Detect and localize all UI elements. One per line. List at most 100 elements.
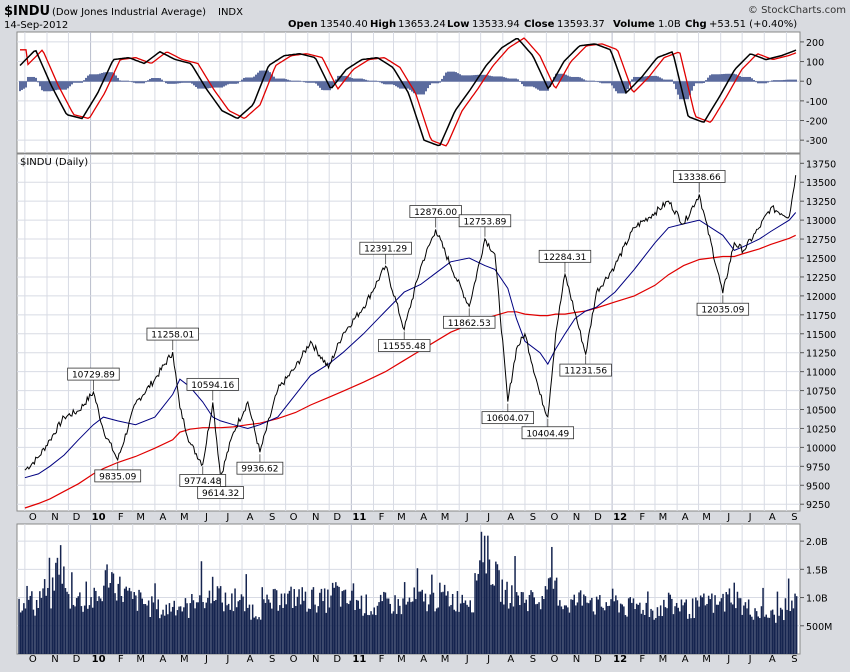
volume-bar (503, 604, 505, 654)
oscillator-histogram-bar (631, 79, 633, 82)
oscillator-histogram-bar (55, 81, 57, 91)
volume-bar (58, 574, 60, 654)
volume-bar (139, 592, 142, 654)
volume-bar (581, 605, 583, 654)
volume-bar (643, 614, 646, 654)
oscillator-histogram-bar (549, 81, 551, 87)
volume-bar (48, 557, 51, 654)
volume-bar (451, 593, 454, 654)
volume-bar (634, 609, 636, 654)
volume-bar (567, 607, 569, 654)
oscillator-histogram-bar (37, 81, 39, 83)
volume-bar (555, 577, 558, 654)
oscillator-histogram-bar (289, 80, 291, 82)
volume-bar (663, 599, 665, 654)
volume-bar (309, 609, 311, 654)
volume-bar (355, 599, 358, 654)
volume-bar (359, 608, 361, 654)
volume-bar (765, 614, 767, 654)
oscillator-histogram-bar (229, 81, 231, 84)
volume-bar (75, 598, 78, 654)
oscillator-histogram-bar (761, 81, 763, 84)
volume-bar (39, 591, 41, 654)
volume-bar (781, 609, 783, 654)
month-tick-label: 12 (613, 512, 627, 523)
volume-bar (647, 591, 649, 654)
oscillator-histogram-bar (529, 81, 531, 87)
volume-bar (386, 598, 388, 654)
month-tick-label: F (118, 654, 124, 665)
oscillator-histogram-bar (635, 76, 637, 82)
chg-label: Chg (685, 19, 707, 30)
volume-bar (82, 611, 84, 654)
volume-bar (671, 598, 673, 654)
oscillator-histogram-bar (697, 81, 699, 84)
oscillator-histogram-bar (299, 80, 301, 82)
price-annotation: 9835.09 (99, 472, 136, 482)
volume-bar (176, 610, 179, 654)
oscillator-histogram-bar (355, 78, 357, 82)
oscillator-histogram-bar (197, 81, 199, 89)
volume-bar (79, 592, 81, 654)
volume-bar (136, 610, 139, 654)
volume-bar (119, 576, 121, 654)
volume-bar (351, 590, 353, 654)
price-tick-label: 9750 (806, 462, 830, 473)
volume-bar (56, 557, 59, 654)
oscillator-histogram-bar (735, 74, 737, 82)
oscillator-histogram-bar (687, 81, 689, 100)
price-tick-label: 11500 (806, 330, 836, 341)
oscillator-histogram-bar (747, 76, 749, 82)
volume-bar (159, 618, 161, 654)
oscillator-histogram-bar (783, 79, 785, 82)
volume-bar (437, 607, 439, 654)
volume-bar (560, 606, 563, 654)
volume-bar (783, 620, 785, 654)
month-tick-label: J (225, 654, 229, 665)
volume-bar (107, 587, 110, 654)
month-tick-label: S (791, 654, 797, 665)
oscillator-histogram-bar (749, 76, 751, 82)
volume-bar (354, 609, 356, 654)
oscillator-histogram-bar (475, 74, 477, 82)
oscillator-histogram-bar (371, 80, 373, 82)
volume-bar (327, 589, 329, 654)
month-tick-label: J (225, 512, 229, 523)
oscillator-histogram-bar (295, 80, 297, 82)
volume-bar (506, 581, 508, 654)
volume-bar (511, 585, 513, 654)
volume-bar (210, 603, 212, 654)
volume-bar (603, 610, 606, 654)
oscillator-histogram-bar (415, 81, 417, 95)
oscillator-histogram-bar (703, 81, 705, 84)
volume-bar (426, 611, 428, 654)
oscillator-histogram-bar (81, 81, 83, 83)
oscillator-histogram-bar (505, 77, 507, 82)
volume-bar (402, 598, 404, 654)
volume-bar (722, 593, 724, 654)
price-annotation: 11555.48 (383, 342, 426, 352)
volume-bar (282, 607, 284, 654)
price-tick-label: 13250 (806, 197, 836, 208)
volume-bar (672, 614, 675, 654)
volume-bar (784, 598, 787, 654)
oscillator-histogram-bar (721, 74, 723, 82)
oscillator-histogram-bar (147, 80, 149, 82)
oscillator-histogram-bar (91, 74, 93, 82)
oscillator-histogram-bar (401, 81, 403, 89)
volume-bar (635, 603, 638, 654)
volume-bar (205, 602, 207, 654)
oscillator-histogram-bar (45, 81, 47, 92)
oscillator-histogram-bar (789, 79, 791, 82)
oscillator-histogram-bar (495, 76, 497, 82)
oscillator-histogram-bar (157, 78, 159, 82)
volume-bar (463, 602, 465, 654)
volume-bar (683, 602, 686, 654)
oscillator-histogram-bar (673, 81, 675, 84)
oscillator-histogram-bar (489, 75, 491, 82)
volume-bar (719, 601, 721, 654)
volume-bar (525, 599, 527, 654)
volume-bar (143, 604, 145, 654)
oscillator-histogram-bar (339, 75, 341, 82)
volume-bar (111, 572, 113, 654)
